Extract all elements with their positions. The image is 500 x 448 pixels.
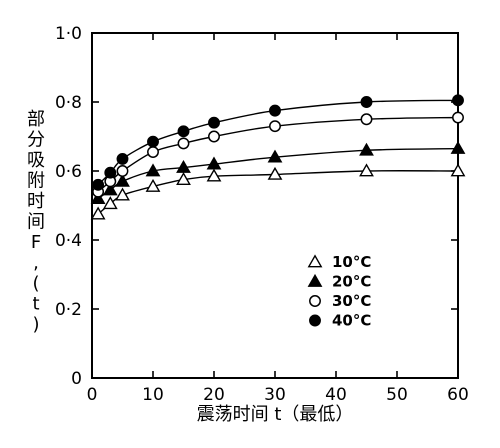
y-axis-title-char: , (33, 253, 39, 274)
legend-marker (309, 295, 321, 307)
data-point (177, 125, 190, 138)
y-axis-title-char: 时 (27, 191, 45, 212)
data-point (450, 163, 466, 177)
y-tick-label: 0·2 (55, 300, 82, 320)
data-point (452, 94, 464, 107)
x-tick-label: 10 (142, 385, 164, 405)
data-point (115, 187, 130, 201)
plot-frame (91, 32, 459, 379)
y-axis-title-char: t (32, 294, 39, 315)
data-point (208, 116, 220, 129)
data-point (116, 165, 129, 177)
legend-marker (307, 273, 323, 287)
data-point (145, 178, 161, 192)
legend: 10°C 20°C30°C 40°C (307, 253, 371, 330)
y-axis-title-char: 部 (27, 109, 45, 130)
series-3 (92, 94, 464, 191)
data-point (177, 137, 190, 150)
data-point (90, 190, 106, 204)
data-point (360, 113, 373, 126)
y-axis-title-char: 吸 (27, 150, 45, 171)
legend-label: 40°C (332, 312, 371, 330)
y-axis-title-char: 间 (27, 212, 45, 233)
data-point (92, 178, 105, 191)
data-point (145, 163, 161, 177)
y-axis-title-char: 分 (27, 130, 45, 151)
x-tick-label: 40 (325, 385, 347, 405)
x-tick-label: 60 (447, 385, 469, 405)
data-point (267, 149, 283, 163)
data-point (359, 163, 374, 177)
y-axis-title-char: ) (32, 314, 39, 335)
data-point (208, 130, 220, 143)
legend-label: 20°C (332, 273, 371, 291)
data-point (206, 168, 222, 182)
data-point (102, 182, 118, 196)
data-point (267, 166, 283, 180)
data-point (452, 111, 464, 124)
data-point (206, 156, 222, 170)
legend-marker (307, 254, 323, 268)
data-point (176, 172, 191, 185)
data-point (450, 140, 466, 154)
data-point (104, 166, 117, 179)
legend-label: 30°C (332, 292, 371, 310)
axes: 0 10 20 30 40 50 60 0 0·2 0·4 0·6 0·8 1·0 震荡时间 t（最低） 部… (27, 24, 469, 425)
data-point (176, 159, 191, 173)
data-point (115, 173, 130, 187)
x-tick-label: 0 (87, 385, 98, 405)
series-2 (92, 111, 464, 198)
data-point (102, 196, 118, 210)
legend-label: 10°C (332, 253, 371, 271)
data-point (147, 146, 159, 158)
y-tick-label: 0·6 (55, 162, 82, 182)
x-axis-title: 震荡时间 t（最低） (197, 404, 354, 425)
y-axis-title-char: 附 (27, 171, 45, 192)
data-point (269, 104, 281, 117)
data-point (359, 142, 374, 156)
data-point (360, 96, 373, 108)
y-axis-title-char: F (31, 232, 41, 253)
y-tick-label: 1·0 (55, 24, 82, 44)
legend-marker (309, 314, 321, 327)
data-point (147, 135, 159, 148)
y-axis-title-char: ( (32, 273, 39, 294)
y-tick-label: 0·4 (55, 231, 82, 251)
x-tick-label: 20 (203, 385, 225, 405)
data-point (116, 152, 129, 165)
series-layer (90, 94, 466, 220)
x-tick-label: 50 (386, 385, 408, 405)
series-1 (90, 140, 466, 204)
series-0 (90, 163, 466, 220)
data-point (90, 206, 106, 220)
x-tick-label: 30 (264, 385, 286, 405)
data-point (269, 120, 281, 133)
y-tick-label: 0·8 (55, 93, 82, 113)
y-tick-label: 0 (71, 369, 82, 389)
